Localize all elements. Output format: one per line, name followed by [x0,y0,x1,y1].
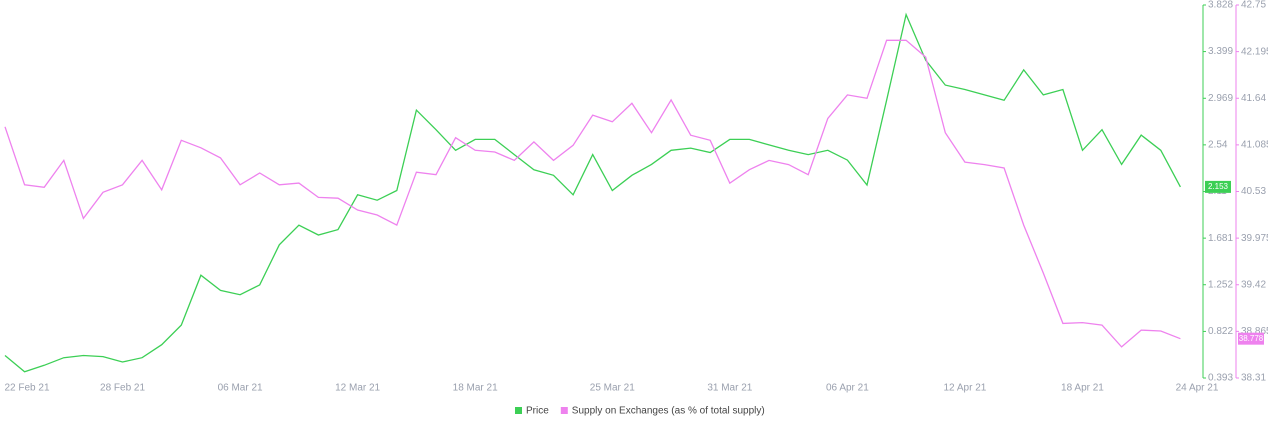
x-tick-label: 18 Mar 21 [453,383,498,394]
x-tick-label: 12 Mar 21 [335,383,380,394]
y2-tick-label: 39.42 [1241,279,1266,290]
last-value-badge [1238,332,1264,345]
x-tick-label: 31 Mar 21 [707,383,752,394]
y-tick-label: 0.393 [1208,373,1233,384]
y-tick-label: 3.399 [1208,46,1233,57]
last-value-label: 38.778 [1239,334,1264,343]
x-tick-label: 25 Mar 21 [590,383,635,394]
last-value-label: 2.153 [1208,182,1229,191]
x-tick-label: 18 Apr 21 [1061,383,1104,394]
y-tick-label: 1.681 [1208,233,1233,244]
y2-tick-label: 42.195 [1241,46,1268,57]
legend-swatch [515,407,522,414]
y2-tick-label: 38.31 [1241,373,1266,384]
y2-tick-label: 40.53 [1241,186,1266,197]
y2-tick-label: 41.64 [1241,93,1266,104]
x-tick-label: 22 Feb 21 [4,383,49,394]
y2-tick-label: 39.975 [1241,233,1268,244]
y2-tick-label: 38.865 [1241,326,1268,337]
y2-tick-label: 41.085 [1241,140,1268,151]
last-value-badge [1205,180,1231,193]
y-tick-label: 3.828 [1208,0,1233,11]
x-tick-label: 06 Mar 21 [218,383,263,394]
y-tick-label: 2.969 [1208,93,1233,104]
y2-tick-label: 42.75 [1241,0,1266,11]
series-line [4,39,1181,348]
legend-label: Supply on Exchanges (as % of total suppl… [572,406,765,417]
x-tick-label: 06 Apr 21 [826,383,869,394]
x-tick-label: 12 Apr 21 [944,383,987,394]
legend-label: Price [526,406,549,417]
y-tick-label: 2.54 [1208,140,1228,151]
x-tick-label: 28 Feb 21 [100,383,145,394]
y-tick-label: 1.252 [1208,279,1233,290]
legend-swatch [560,407,568,414]
series-line [4,12,1181,373]
y-tick-label: 0.822 [1208,326,1233,337]
x-tick-label: 24 Apr 21 [1176,383,1219,394]
